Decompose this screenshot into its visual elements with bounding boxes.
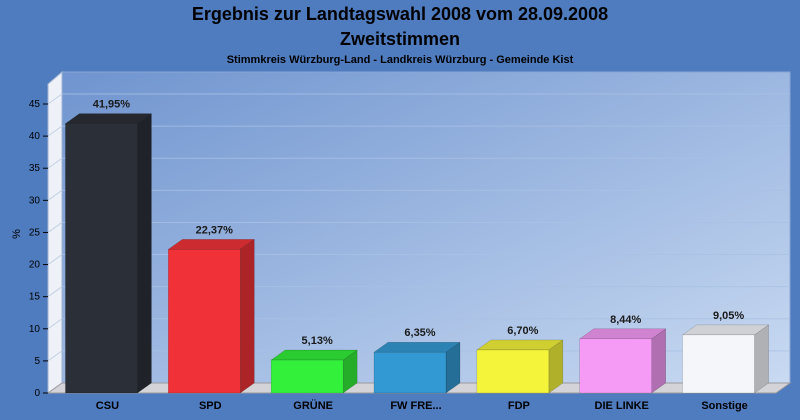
x-tick-label: DIE LINKE (595, 400, 649, 412)
data-label: 6,70% (507, 325, 538, 337)
y-tick-label: 35 (29, 163, 41, 174)
y-tick-label: 20 (29, 260, 41, 271)
grid-line (47, 350, 63, 362)
bar (168, 249, 241, 394)
data-label: 8,44% (610, 314, 641, 326)
data-label: 9,05% (713, 310, 744, 322)
bar (579, 338, 652, 394)
chart-title: Ergebnis zur Landtagswahl 2008 vom 28.09… (191, 4, 609, 24)
bar-top (270, 349, 358, 361)
y-tick-label: 10 (29, 324, 41, 335)
grid-line (47, 189, 63, 201)
y-tick-label: 15 (29, 292, 41, 303)
grid-line (47, 318, 63, 330)
x-tick-label: CSU (96, 400, 119, 412)
data-label: 22,37% (196, 224, 234, 236)
bar-side (651, 328, 666, 394)
y-tick-label: 30 (29, 195, 41, 206)
data-label: 5,13% (302, 335, 333, 347)
bar (270, 359, 344, 394)
bar-top (578, 328, 667, 340)
bar-top (476, 339, 564, 351)
x-tick-label: GRÜNE (293, 399, 333, 412)
y-tick-label: 45 (29, 99, 41, 110)
x-tick-label: FDP (508, 400, 530, 412)
y-axis-label: % (11, 229, 23, 239)
bar-top (681, 324, 770, 336)
x-tick-label: SPD (199, 400, 222, 412)
grid-line (47, 125, 63, 137)
grid-line (47, 254, 63, 265)
bar (373, 351, 447, 394)
bar-side (240, 238, 255, 394)
bar-top (167, 239, 256, 250)
grid-line (47, 286, 63, 298)
data-label: 41,95% (93, 99, 131, 111)
y-tick-label: 40 (29, 131, 41, 142)
y-axis: 0 5 10 15 20 25 30 35 40 45 (29, 99, 48, 399)
bars: 41,95% 22,37% 5,13% 6,35% 6,70% 8,44% 9,05% (64, 99, 770, 394)
grid-line (47, 222, 63, 233)
bar (682, 334, 755, 394)
bar-side (137, 113, 152, 394)
bar (476, 349, 550, 394)
x-tick-label: Sonstige (701, 400, 747, 412)
grid-line (47, 157, 63, 169)
data-label: 6,35% (404, 327, 435, 339)
x-axis: CSU SPD GRÜNE FW FRE... FDP DIE LINKE Sonstige (96, 399, 748, 412)
chart-caption: Stimmkreis Würzburg-Land - Landkreis Wür… (226, 54, 574, 66)
bar (65, 123, 138, 394)
y-tick-label: 5 (34, 356, 40, 367)
bar-side (754, 324, 769, 394)
y-tick-label: 0 (34, 388, 40, 399)
bar-top (64, 113, 153, 124)
grid-line (47, 93, 63, 105)
chart-subtitle: Zweitstimmen (339, 29, 461, 49)
y-tick-label: 25 (29, 227, 41, 238)
plot-left-wall (47, 70, 63, 394)
bar-top (373, 341, 461, 353)
x-tick-label: FW FRE... (390, 400, 441, 412)
